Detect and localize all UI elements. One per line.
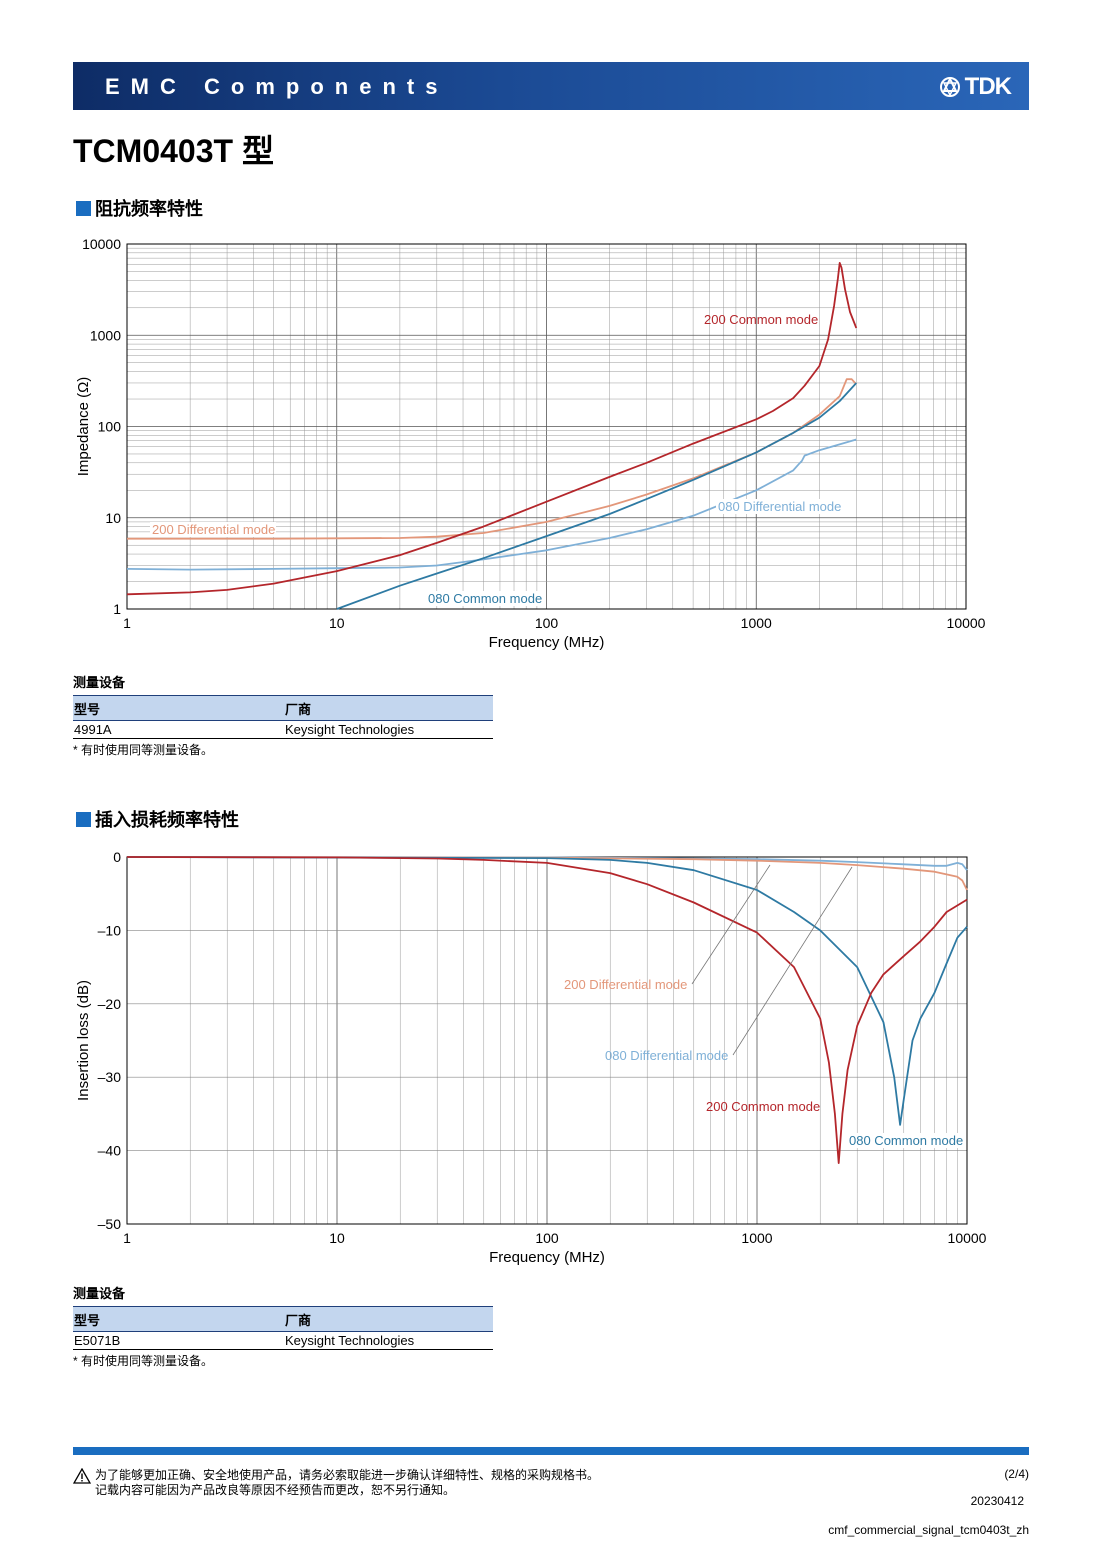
series-label: 080 Common mode — [428, 591, 542, 606]
header-banner: EMC Components TDK — [73, 62, 1029, 110]
x-tick-label: 1 — [123, 1230, 131, 1246]
x-tick-label: 100 — [535, 1230, 559, 1246]
series-line-200-differential-mode — [127, 378, 857, 540]
section-marker-icon — [76, 811, 91, 827]
series-label: 080 Differential mode — [718, 499, 841, 514]
y-tick-label: 10 — [105, 510, 121, 526]
brand-logo: TDK — [939, 73, 1012, 101]
product-title: TCM0403T 型 — [73, 133, 274, 169]
warning-icon — [73, 1468, 91, 1484]
y-axis-label: Impedance (Ω) — [75, 377, 92, 477]
footer-note-line2: 记载内容可能因为产品改良等原因不经预告而更改，恕不另行通知。 — [95, 1483, 456, 1497]
series-line-080-differential-mode — [126, 438, 857, 571]
section-title-impedance: 阻抗频率特性 — [76, 195, 203, 221]
document-id: cmf_commercial_signal_tcm0403t_zh — [828, 1523, 1029, 1537]
section-title-text: 插入损耗频率特性 — [95, 810, 239, 830]
y-axis-label: Insertion loss (dB) — [75, 980, 92, 1101]
series-label: 080 Common mode — [849, 1133, 963, 1148]
col-header-vendor: 厂商 — [284, 695, 493, 721]
y-tick-label: –10 — [98, 922, 122, 938]
col-header-vendor: 厂商 — [284, 1306, 493, 1332]
series-label: 200 Differential mode — [152, 522, 275, 537]
header-title: EMC Components — [105, 74, 449, 99]
series-label: 200 Common mode — [704, 312, 818, 327]
label-leader-line — [691, 864, 771, 985]
x-tick-label: 10000 — [947, 615, 986, 631]
series-line-200-differential-mode — [126, 856, 968, 891]
measurement-equipment-1: 测量设备 型号 厂商 4991A Keysight Technologies *… — [73, 672, 493, 758]
measurement-caption: 测量设备 — [73, 675, 126, 690]
impedance-chart: 1 10 100 1000 10000 10000 1000 100 10 1 Frequency … — [75, 236, 986, 651]
tdk-logo-icon — [939, 76, 960, 97]
x-tick-label: 1000 — [741, 615, 772, 631]
col-header-model: 型号 — [73, 695, 284, 721]
label-background — [716, 499, 844, 514]
section-title-text: 阻抗频率特性 — [95, 199, 203, 219]
y-tick-label: 1 — [113, 601, 121, 617]
brand-name: TDK — [964, 73, 1012, 100]
x-axis-label: Frequency (MHz) — [489, 634, 605, 651]
insertion-loss-chart: 1 10 100 1000 10000 0 –10 –20 –30 –40 –50 Frequency… — [75, 849, 987, 1266]
x-tick-label: 10000 — [948, 1230, 987, 1246]
y-tick-label: –50 — [98, 1216, 122, 1232]
table-row: 4991A Keysight Technologies — [73, 720, 493, 739]
label-background — [426, 591, 544, 606]
cell-model: E5071B — [73, 1331, 284, 1350]
x-tick-label: 100 — [535, 615, 559, 631]
col-header-model: 型号 — [73, 1306, 284, 1332]
cell-vendor: Keysight Technologies — [284, 720, 493, 739]
y-tick-label: 10000 — [82, 236, 121, 252]
cell-model: 4991A — [73, 720, 284, 739]
measurement-note: * 有时使用同等测量设备。 — [73, 1354, 214, 1368]
section-marker-icon — [76, 200, 91, 216]
series-label: 080 Differential mode — [605, 1048, 728, 1063]
y-tick-label: 0 — [113, 849, 121, 865]
series-line-080-common-mode — [126, 856, 968, 1126]
document-date: 20230412 — [970, 1494, 1024, 1508]
measurement-table: 型号 厂商 E5071B Keysight Technologies — [73, 1306, 493, 1350]
footer-note: 为了能够更加正确、安全地使用产品，请务必索取能进一步确认详细特性、规格的采购规格… — [73, 1468, 599, 1498]
series-line-200-common-mode — [126, 856, 968, 1164]
y-tick-label: –40 — [98, 1143, 122, 1159]
series-label: 200 Common mode — [706, 1099, 820, 1114]
measurement-table: 型号 厂商 4991A Keysight Technologies — [73, 695, 493, 739]
cell-vendor: Keysight Technologies — [284, 1331, 493, 1350]
y-tick-label: 100 — [98, 419, 122, 435]
footer-bar — [73, 1447, 1029, 1455]
table-row: E5071B Keysight Technologies — [73, 1331, 493, 1350]
measurement-equipment-2: 测量设备 型号 厂商 E5071B Keysight Technologies … — [73, 1283, 493, 1369]
label-background — [150, 522, 276, 537]
series-line-080-common-mode — [336, 382, 857, 610]
section-title-insertion-loss: 插入损耗频率特性 — [76, 806, 239, 832]
x-tick-label: 10 — [329, 615, 345, 631]
x-tick-label: 1 — [123, 615, 131, 631]
label-leader-line — [732, 866, 853, 1056]
y-tick-label: –30 — [98, 1069, 122, 1085]
series-line-200-common-mode — [126, 262, 858, 596]
x-tick-label: 10 — [329, 1230, 345, 1246]
page-number: (2/4) — [1004, 1467, 1029, 1481]
measurement-caption: 测量设备 — [73, 1286, 126, 1301]
footer-note-line1: 为了能够更加正确、安全地使用产品，请务必索取能进一步确认详细特性、规格的采购规格… — [95, 1468, 600, 1482]
y-tick-label: 1000 — [90, 327, 121, 343]
plot-frame — [126, 243, 967, 610]
x-axis-label: Frequency (MHz) — [489, 1249, 605, 1266]
x-tick-label: 1000 — [741, 1230, 772, 1246]
y-tick-label: –20 — [98, 996, 122, 1012]
label-background — [846, 1133, 966, 1148]
series-label: 200 Differential mode — [564, 977, 687, 992]
measurement-note: * 有时使用同等测量设备。 — [73, 743, 214, 757]
